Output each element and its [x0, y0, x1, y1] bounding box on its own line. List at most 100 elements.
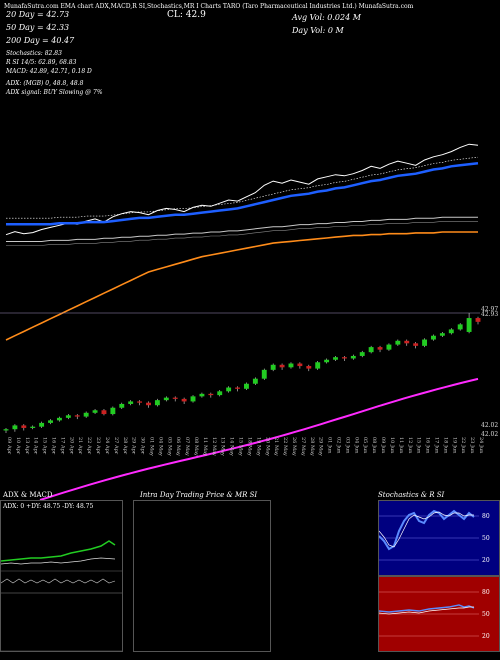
price-label-low-1: 42.02	[481, 422, 499, 429]
candle-body	[252, 378, 258, 384]
stoch-tick-50: 50	[482, 535, 490, 542]
candle	[413, 342, 419, 349]
candle-body	[154, 400, 160, 406]
x-tick-label: 22 Apr	[86, 437, 92, 455]
candle	[101, 409, 107, 416]
candle	[288, 362, 294, 369]
candle-body	[119, 403, 125, 408]
candlestick-group	[3, 313, 481, 433]
x-tick-label: 05 May	[166, 437, 172, 456]
x-tick-label: 23 Apr	[95, 437, 101, 455]
x-tick-label: 04 May	[157, 437, 163, 456]
candle-body	[439, 333, 445, 336]
macd-wave-line	[0, 578, 116, 584]
candle-body	[199, 393, 205, 397]
rsi-label: R SI 14/5: 62.89, 68.83	[6, 59, 77, 66]
candle	[306, 364, 312, 372]
stochastics-plot	[378, 509, 479, 561]
x-tick-label: 20 Apr	[68, 437, 74, 455]
rsi-plot	[378, 591, 479, 637]
candle	[333, 355, 338, 361]
x-tick-label: 18 Jun	[442, 437, 448, 454]
candle-body	[3, 429, 9, 431]
x-tick-label: 12 Jun	[407, 437, 413, 454]
candle-body	[39, 422, 45, 427]
candle-body	[324, 359, 330, 363]
candle	[30, 425, 36, 430]
adx-macd-plot	[0, 540, 122, 652]
candle	[83, 411, 89, 418]
candle	[181, 397, 187, 404]
x-tick-label: 04 Jun	[353, 437, 359, 454]
stoch-tick-20: 20	[482, 557, 490, 564]
avg-volume-label: Avg Vol: 0.024 M	[292, 13, 361, 22]
candle	[128, 400, 134, 406]
candle	[74, 414, 80, 420]
candle-body	[422, 339, 428, 346]
candle-body	[217, 391, 223, 396]
candle	[190, 395, 196, 403]
candle-body	[128, 401, 134, 404]
candle-body	[163, 397, 169, 401]
candle	[431, 334, 436, 341]
candle-body	[368, 347, 374, 353]
ema50-shadow-line	[6, 221, 478, 246]
rsi-line	[378, 604, 475, 613]
x-tick-label: 07 May	[184, 437, 190, 456]
intraday-panel	[133, 500, 271, 652]
candle	[208, 392, 214, 398]
candle	[386, 343, 392, 351]
x-tick-label: 11 Jun	[398, 437, 404, 454]
candle	[475, 316, 481, 325]
x-tick-label: 10 Apr	[15, 437, 21, 455]
candle-body	[431, 335, 436, 340]
candle-body	[12, 425, 18, 430]
x-tick-label: 14 May	[229, 437, 235, 456]
candle-body	[315, 362, 321, 369]
x-tick-label: 03 Jun	[344, 437, 350, 454]
rsi-tick-50: 50	[482, 611, 490, 618]
x-tick-label: 15 May	[238, 437, 244, 456]
x-tick-label: 05 Jun	[362, 437, 368, 454]
x-tick-label: 01 Jun	[327, 437, 333, 454]
candle-body	[208, 393, 214, 396]
x-tick-label: 06 May	[175, 437, 181, 456]
x-tick-label: 08 Jun	[371, 437, 377, 454]
candle-body	[386, 344, 392, 350]
candle	[448, 328, 454, 335]
x-tick-label: 22 Jun	[460, 437, 466, 454]
candle	[235, 386, 240, 392]
ema20-label: 20 Day = 42.73	[6, 10, 70, 19]
candle	[163, 396, 169, 402]
candle	[466, 313, 472, 334]
candle	[65, 414, 71, 420]
pink-trend-line	[39, 377, 479, 500]
candle	[261, 368, 267, 380]
candle-body	[244, 383, 249, 389]
candle	[226, 386, 232, 393]
candle	[324, 358, 330, 364]
x-tick-label: 29 May	[318, 437, 324, 456]
price-label-high-2: 42.93	[481, 311, 499, 318]
adx-label: ADX: (MGB) 0, 48.8, 48.8	[6, 80, 84, 87]
close-price-line	[5, 143, 479, 236]
x-tick-label: 13 May	[220, 437, 226, 456]
candle-body	[333, 357, 338, 360]
candle-body	[297, 363, 303, 367]
candle	[21, 424, 27, 431]
candle-body	[270, 364, 276, 370]
candle	[217, 390, 223, 397]
x-tick-label: 28 Apr	[122, 437, 128, 455]
candle	[146, 401, 151, 408]
candle	[119, 402, 125, 409]
candle	[439, 331, 445, 337]
x-tick-label: 08 May	[193, 437, 199, 456]
rsi-tick-20: 20	[482, 633, 490, 640]
x-tick-label: 20 May	[264, 437, 270, 456]
ema-dotted-line	[6, 156, 479, 219]
x-tick-label: 09 Apr	[6, 437, 12, 455]
x-tick-label: 19 Jun	[451, 437, 457, 454]
ema200-line	[5, 231, 478, 341]
candle-body	[56, 417, 62, 421]
candle	[315, 361, 321, 370]
